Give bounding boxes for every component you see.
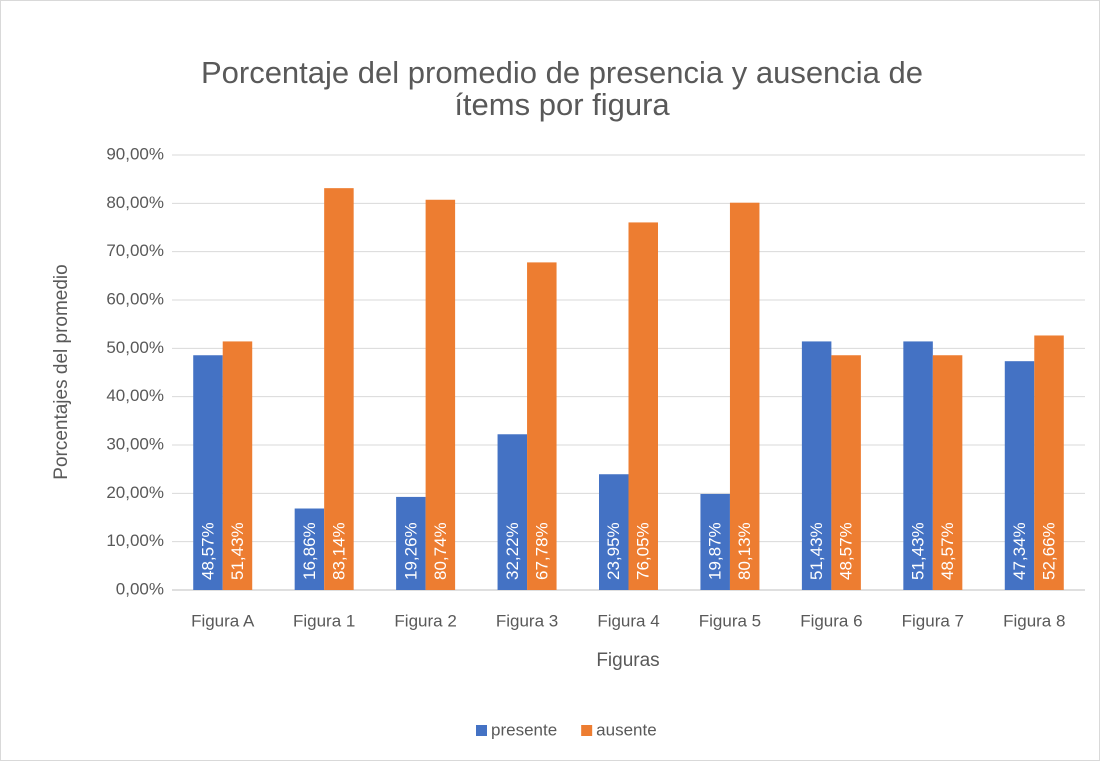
- data-label: 32,22%: [503, 522, 522, 580]
- legend-label: ausente: [596, 720, 657, 739]
- x-tick-label: Figura 2: [394, 611, 456, 630]
- data-label: 19,26%: [401, 522, 420, 580]
- bar: [294, 508, 325, 590]
- data-label: 80,13%: [735, 522, 754, 580]
- bar: [222, 341, 253, 590]
- y-tick-label: 50,00%: [106, 338, 164, 357]
- y-tick-label: 60,00%: [106, 289, 164, 308]
- bar: [599, 474, 629, 590]
- y-tick-label: 90,00%: [106, 144, 164, 163]
- data-label: 83,14%: [329, 522, 348, 580]
- y-tick-label: 30,00%: [106, 434, 164, 453]
- x-tick-label: Figura 7: [902, 611, 964, 630]
- y-tick-label: 20,00%: [106, 483, 164, 502]
- x-tick-label: Figura 6: [800, 611, 862, 630]
- y-axis-label: Porcentajes del promedio: [51, 264, 72, 479]
- legend-label: presente: [491, 720, 557, 739]
- x-tick-label: Figura 4: [597, 611, 659, 630]
- data-label: 19,87%: [706, 522, 725, 580]
- legend-swatch: [476, 725, 487, 736]
- bar: [1034, 335, 1064, 590]
- bar: [527, 262, 557, 590]
- x-tick-label: Figura A: [191, 611, 255, 630]
- legend-swatch: [581, 725, 593, 736]
- bar: [324, 188, 354, 590]
- bar: [497, 434, 528, 590]
- data-label: 48,57%: [198, 522, 217, 580]
- chart-title: ítems por figura: [454, 87, 670, 122]
- data-label: 67,78%: [532, 522, 551, 580]
- bar: [700, 493, 730, 590]
- bar: [425, 199, 456, 591]
- data-label: 23,95%: [604, 522, 623, 580]
- bar: [729, 202, 760, 590]
- bar: [903, 341, 933, 590]
- x-tick-label: Figura 8: [1003, 611, 1065, 630]
- data-label: 80,74%: [431, 522, 450, 580]
- y-tick-label: 70,00%: [106, 241, 164, 260]
- data-label: 51,43%: [228, 522, 247, 580]
- bar: [396, 496, 426, 590]
- y-tick-label: 10,00%: [106, 531, 164, 550]
- x-tick-label: Figura 5: [699, 611, 761, 630]
- data-label: 16,86%: [300, 522, 319, 580]
- data-label: 51,43%: [909, 522, 928, 580]
- bar: [628, 222, 658, 591]
- y-tick-label: 0,00%: [116, 579, 164, 598]
- data-label: 48,57%: [938, 522, 957, 580]
- x-tick-label: Figura 3: [496, 611, 558, 630]
- data-label: 47,34%: [1010, 522, 1029, 580]
- data-label: 76,05%: [634, 522, 653, 580]
- y-tick-label: 80,00%: [106, 193, 164, 212]
- chart-title: Porcentaje del promedio de presencia y a…: [201, 55, 923, 90]
- x-tick-label: Figura 1: [293, 611, 355, 630]
- bar: [1004, 361, 1035, 590]
- data-label: 48,57%: [837, 522, 856, 580]
- bar: [193, 355, 223, 590]
- data-label: 51,43%: [807, 522, 826, 580]
- data-label: 52,66%: [1040, 522, 1059, 580]
- bar: [932, 355, 963, 590]
- y-tick-label: 40,00%: [106, 386, 164, 405]
- x-axis-label: Figuras: [596, 650, 659, 671]
- bar: [801, 341, 832, 590]
- bar: [831, 355, 861, 590]
